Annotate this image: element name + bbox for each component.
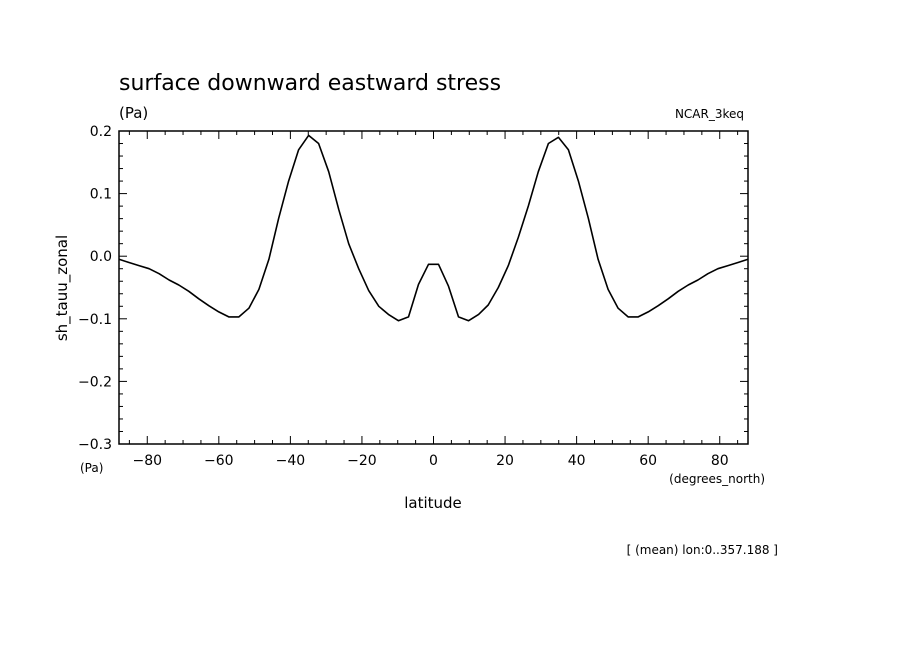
y-units-label: (Pa)	[80, 461, 103, 475]
model-label: NCAR_3keq	[675, 107, 744, 121]
x-tick-label: −20	[347, 453, 377, 469]
y-tick-label: −0.2	[78, 374, 112, 390]
x-tick-label: 0	[429, 453, 438, 469]
x-tick-label: 60	[639, 453, 657, 469]
y-tick-label: 0.1	[90, 187, 112, 203]
chart-title: surface downward eastward stress	[119, 71, 501, 96]
footnote: [ (mean) lon:0..357.188 ]	[627, 543, 778, 557]
plot-frame	[118, 130, 749, 445]
x-tick-label: −80	[132, 453, 162, 469]
y-tick-label: −0.3	[78, 437, 112, 453]
y-tick-labels: −0.3 −0.2 −0.1 0.0 0.1 0.2	[78, 124, 112, 453]
x-tick-label: 40	[568, 453, 586, 469]
x-tick-label: −60	[204, 453, 234, 469]
x-units-label: (degrees_north)	[669, 472, 765, 486]
x-tick-labels: −80 −60 −40 −20 0 20 40 60 80	[132, 453, 728, 469]
x-axis-label: latitude	[404, 494, 462, 512]
axis-ticks	[119, 130, 748, 445]
x-tick-label: 20	[496, 453, 514, 469]
series-line	[118, 134, 749, 322]
y-axis-label: sh_tauu_zonal	[53, 235, 72, 341]
series-group	[118, 134, 749, 322]
x-tick-label: 80	[711, 453, 729, 469]
title-units: (Pa)	[119, 104, 148, 122]
y-tick-label: 0.2	[90, 124, 112, 140]
x-tick-label: −40	[276, 453, 306, 469]
y-tick-label: 0.0	[90, 249, 112, 265]
y-tick-label: −0.1	[78, 312, 112, 328]
